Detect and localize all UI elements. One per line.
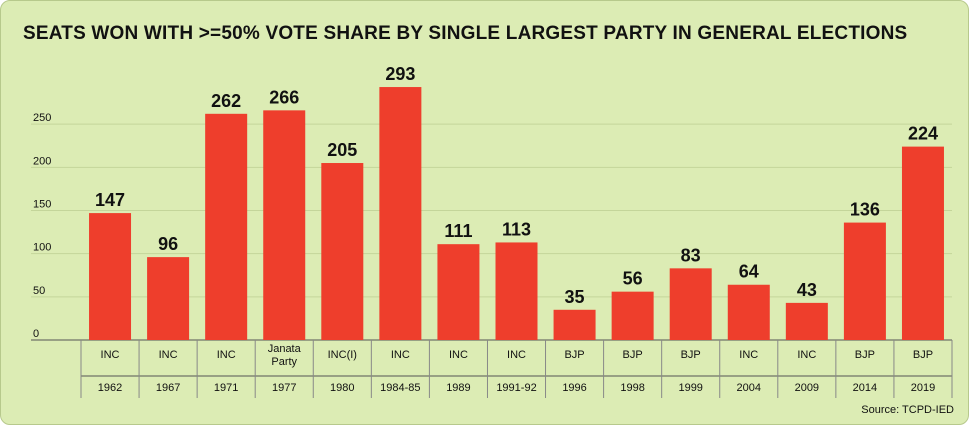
bar — [147, 257, 190, 340]
x-tick-label: 1998 — [620, 382, 644, 394]
party-label: INC — [797, 349, 816, 361]
data-label: 262 — [211, 91, 241, 111]
bar — [205, 113, 248, 340]
bar — [89, 213, 132, 340]
x-tick-label: 2009 — [795, 382, 819, 394]
x-tick-label: 1971 — [214, 382, 238, 394]
bar — [437, 244, 480, 340]
bar — [321, 163, 364, 340]
party-label: INC — [101, 349, 120, 361]
data-label: 136 — [850, 200, 880, 220]
x-tick-label: 2004 — [737, 382, 761, 394]
data-label: 56 — [623, 269, 643, 289]
x-tick-label: 1991-92 — [496, 382, 536, 394]
party-label: Janata — [268, 343, 302, 355]
party-label: BJP — [623, 349, 643, 361]
data-label: 43 — [797, 280, 817, 300]
x-tick-label: 2014 — [853, 382, 877, 394]
bar — [785, 302, 828, 340]
data-label: 35 — [565, 287, 585, 307]
party-label: BJP — [913, 349, 933, 361]
x-tick-label: 1984-85 — [380, 382, 420, 394]
y-tick-label: 200 — [33, 155, 51, 167]
y-tick-label: 100 — [33, 242, 51, 254]
data-label: 113 — [502, 219, 531, 239]
party-label: BJP — [855, 349, 875, 361]
data-label: 83 — [681, 245, 701, 265]
bar — [263, 110, 306, 340]
chart-title: SEATS WON WITH >=50% VOTE SHARE BY SINGL… — [23, 23, 908, 44]
party-label: INC — [449, 349, 468, 361]
x-tick-label: 1962 — [98, 382, 122, 394]
source-note: Source: TCPD-IED — [861, 404, 954, 416]
data-label: 64 — [739, 262, 759, 282]
data-label: 96 — [158, 234, 178, 254]
x-tick-label: 1977 — [272, 382, 296, 394]
bar — [495, 242, 538, 340]
x-tick-label: 1980 — [330, 382, 354, 394]
party-label: BJP — [564, 349, 584, 361]
bar — [379, 87, 422, 340]
data-label: 205 — [327, 140, 357, 160]
y-tick-label: 250 — [33, 112, 51, 124]
bar — [553, 309, 596, 340]
y-tick-label: 50 — [33, 285, 45, 297]
party-label: INC — [159, 349, 178, 361]
bar — [843, 222, 886, 340]
party-label: INC — [507, 349, 526, 361]
x-tick-label: 1999 — [678, 382, 702, 394]
x-tick-label: 2019 — [911, 382, 935, 394]
bar — [669, 268, 712, 340]
x-tick-label: 1967 — [156, 382, 180, 394]
y-tick-label: 0 — [33, 328, 39, 340]
party-label: Party — [271, 356, 297, 368]
bar — [611, 291, 654, 340]
party-label: INC(I) — [328, 349, 357, 361]
bar — [901, 146, 944, 340]
x-tick-label: 1996 — [562, 382, 586, 394]
y-tick-label: 150 — [33, 199, 51, 211]
party-label: INC — [391, 349, 410, 361]
x-tick-label: 1989 — [446, 382, 470, 394]
data-label: 111 — [444, 221, 472, 241]
bar — [727, 284, 770, 340]
party-label: INC — [739, 349, 758, 361]
data-label: 293 — [385, 64, 415, 84]
party-label: INC — [217, 349, 236, 361]
data-label: 147 — [95, 190, 125, 210]
data-label: 266 — [269, 87, 299, 107]
data-label: 224 — [908, 124, 938, 144]
party-label: BJP — [681, 349, 701, 361]
